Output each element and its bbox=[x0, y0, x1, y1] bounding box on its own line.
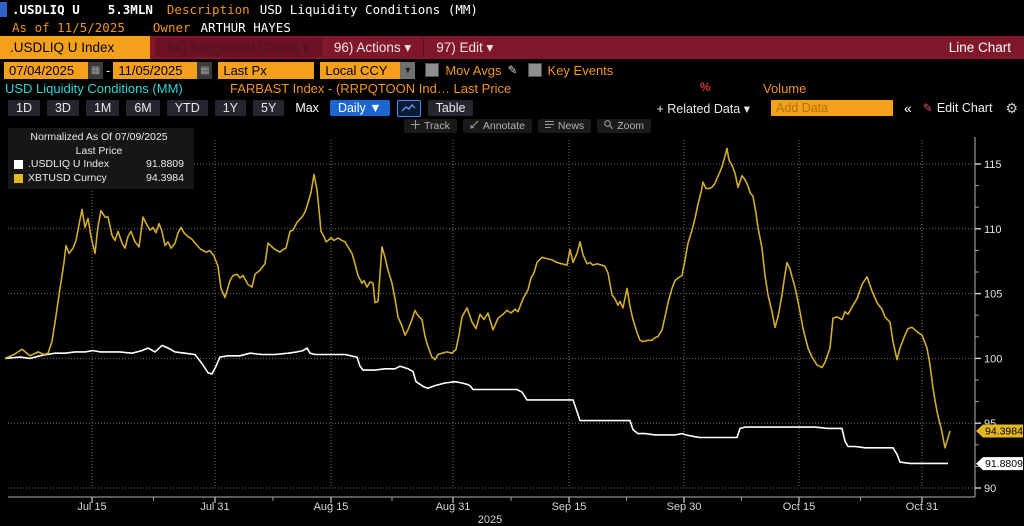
zoom-icon bbox=[604, 120, 614, 132]
pencil-icon: ✎ bbox=[922, 101, 933, 115]
annotate-icon bbox=[470, 120, 479, 132]
tab-1m[interactable]: 1M bbox=[85, 100, 120, 116]
tab-ytd[interactable]: YTD bbox=[166, 100, 208, 116]
annotate-button[interactable]: Annotate bbox=[462, 119, 532, 133]
suggested-charts-menu[interactable]: 94) Suggested Charts ▾ bbox=[155, 38, 321, 57]
table-button[interactable]: Table bbox=[427, 100, 474, 116]
percent-toggle[interactable]: % bbox=[700, 80, 711, 94]
y-tick-label: 100 bbox=[984, 353, 1002, 365]
chart-area: Track Annotate News Zoom Normalized As Of 0… bbox=[0, 118, 1024, 526]
date-to-input[interactable]: 11/05/2025 bbox=[113, 61, 198, 79]
as-of-date: As of 11/5/2025 bbox=[12, 20, 125, 35]
tab-1d[interactable]: 1D bbox=[8, 100, 40, 116]
date-from-input[interactable]: 07/04/2025 bbox=[4, 61, 88, 79]
volume-label[interactable]: Volume bbox=[763, 81, 807, 96]
legend-series-value: 94.3984 bbox=[146, 171, 184, 184]
series-line--usdliq-u-index bbox=[4, 344, 948, 465]
last-price-badge: 91.8809 bbox=[976, 457, 1023, 471]
header-line-1: .USDLIQ U 5.3MLN Description USD Liquidi… bbox=[0, 0, 1024, 19]
x-tick-label: Jul 15 bbox=[77, 501, 106, 513]
calendar-icon[interactable]: ▦ bbox=[88, 61, 103, 79]
mov-avgs-checkbox[interactable] bbox=[425, 63, 440, 77]
ticker-symbol: .USDLIQ U bbox=[12, 2, 80, 17]
track-icon bbox=[411, 120, 420, 132]
chart-tools: Track Annotate News Zoom bbox=[404, 119, 652, 133]
tab-3d[interactable]: 3D bbox=[46, 100, 79, 116]
svg-text:94.3984: 94.3984 bbox=[985, 425, 1023, 437]
key-events-label: Key Events bbox=[547, 62, 614, 78]
y-tick-label: 90 bbox=[984, 483, 996, 495]
svg-text:91.8809: 91.8809 bbox=[985, 458, 1023, 470]
zoom-button[interactable]: Zoom bbox=[597, 119, 652, 133]
chevron-down-icon[interactable]: ▼ bbox=[400, 61, 416, 79]
description-text: USD Liquidity Conditions (MM) bbox=[259, 2, 478, 17]
edit-menu[interactable]: 97) Edit ▾ bbox=[423, 38, 505, 57]
series-line-xbtusd-curncy bbox=[4, 147, 951, 449]
period-tabs: 1D 3D 1M 6M YTD 1Y 5Y Max bbox=[8, 100, 323, 116]
chart-subheader: USD Liquidity Conditions (MM) FARBAST In… bbox=[0, 80, 1024, 98]
x-tick-label: Aug 15 bbox=[314, 501, 349, 513]
currency-select[interactable]: Local CCY bbox=[320, 61, 401, 79]
description-label: Description bbox=[166, 2, 250, 17]
x-tick-label: Aug 31 bbox=[436, 501, 471, 513]
key-events-checkbox[interactable] bbox=[527, 63, 542, 77]
tab-max[interactable]: Max bbox=[295, 101, 319, 115]
y-tick-label: 110 bbox=[984, 224, 1002, 236]
chart-legend: Normalized As Of 07/09/2025 Last Price .… bbox=[8, 128, 194, 189]
period-tab-bar: 1D 3D 1M 6M YTD 1Y 5Y Max Daily ▼ Table + Relat… bbox=[0, 98, 1024, 118]
mov-avgs-label: Mov Avgs bbox=[445, 62, 502, 78]
ticker-value: 5.3MLN bbox=[107, 2, 153, 17]
legend-series-value: 91.8809 bbox=[146, 158, 184, 170]
tab-6m[interactable]: 6M bbox=[126, 100, 160, 116]
legend-subtitle: Last Price bbox=[75, 144, 123, 157]
news-icon bbox=[544, 120, 554, 132]
frequency-select[interactable]: Daily ▼ bbox=[329, 100, 390, 116]
legend-swatch bbox=[14, 173, 23, 183]
compare-securities-label[interactable]: FARBAST Index - (RRPQTOON Ind… Last Pric… bbox=[230, 81, 512, 96]
last-price-badge: 94.3984 bbox=[976, 424, 1023, 438]
y-tick-label: 105 bbox=[984, 289, 1002, 301]
owner-name: ARTHUR HAYES bbox=[200, 20, 291, 35]
y-tick-label: 115 bbox=[984, 159, 1002, 171]
pencil-icon[interactable]: ✎ bbox=[507, 63, 518, 77]
x-tick-label: Sep 15 bbox=[552, 501, 587, 513]
tab-1y[interactable]: 1Y bbox=[214, 100, 247, 116]
field-toolbar: 07/04/2025 ▦ - 11/05/2025 ▦ Last Px Local … bbox=[0, 59, 1024, 81]
legend-swatch bbox=[14, 160, 23, 170]
line-chart-icon[interactable] bbox=[396, 99, 421, 117]
legend-series-name: .USDLIQ U Index bbox=[28, 158, 110, 170]
x-tick-label: Jul 31 bbox=[200, 501, 229, 513]
ticker-marker bbox=[0, 2, 7, 17]
x-tick-label: Oct 15 bbox=[783, 501, 815, 513]
header-line-2: As of 11/5/2025 Owner ARTHUR HAYES bbox=[0, 19, 1024, 36]
price-type-select[interactable]: Last Px bbox=[218, 61, 315, 79]
owner-label: Owner bbox=[152, 20, 191, 35]
security-input[interactable]: .USDLIQ U Index bbox=[0, 36, 150, 59]
edit-chart-button[interactable]: ✎ Edit Chart bbox=[923, 101, 993, 115]
legend-entries: .USDLIQ U Index 91.8809 XBTUSD Curncy 94.39… bbox=[14, 158, 184, 185]
news-button[interactable]: News bbox=[537, 119, 592, 133]
view-mode-label: Line Chart bbox=[948, 40, 1011, 55]
actions-menu[interactable]: 96) Actions ▾ bbox=[320, 38, 423, 57]
collapse-chevrons[interactable]: « bbox=[903, 100, 912, 116]
edit-chart-label: Edit Chart bbox=[936, 101, 993, 115]
x-axis-year-label: 2025 bbox=[478, 514, 502, 526]
calendar-icon[interactable]: ▦ bbox=[197, 61, 213, 79]
add-data-input[interactable] bbox=[770, 100, 893, 116]
x-tick-label: Oct 31 bbox=[906, 501, 938, 513]
x-tick-label: Sep 30 bbox=[667, 501, 702, 513]
legend-entry: .USDLIQ U Index 91.8809 bbox=[14, 158, 184, 172]
chart-title: USD Liquidity Conditions (MM) bbox=[5, 81, 183, 96]
related-data-button[interactable]: + Related Data ▾ bbox=[656, 101, 750, 116]
menu-bar: .USDLIQ U Index 94) Suggested Charts ▾ 9… bbox=[0, 36, 1024, 59]
legend-series-name: XBTUSD Curncy bbox=[28, 171, 107, 184]
legend-title: Normalized As Of 07/09/2025 bbox=[30, 131, 168, 143]
tab-5y[interactable]: 5Y bbox=[253, 100, 285, 116]
date-range-dash: - bbox=[106, 62, 111, 78]
legend-entry: XBTUSD Curncy 94.3984 bbox=[14, 172, 184, 186]
gear-icon[interactable]: ⚙ bbox=[1005, 99, 1018, 116]
track-button[interactable]: Track bbox=[404, 119, 457, 133]
